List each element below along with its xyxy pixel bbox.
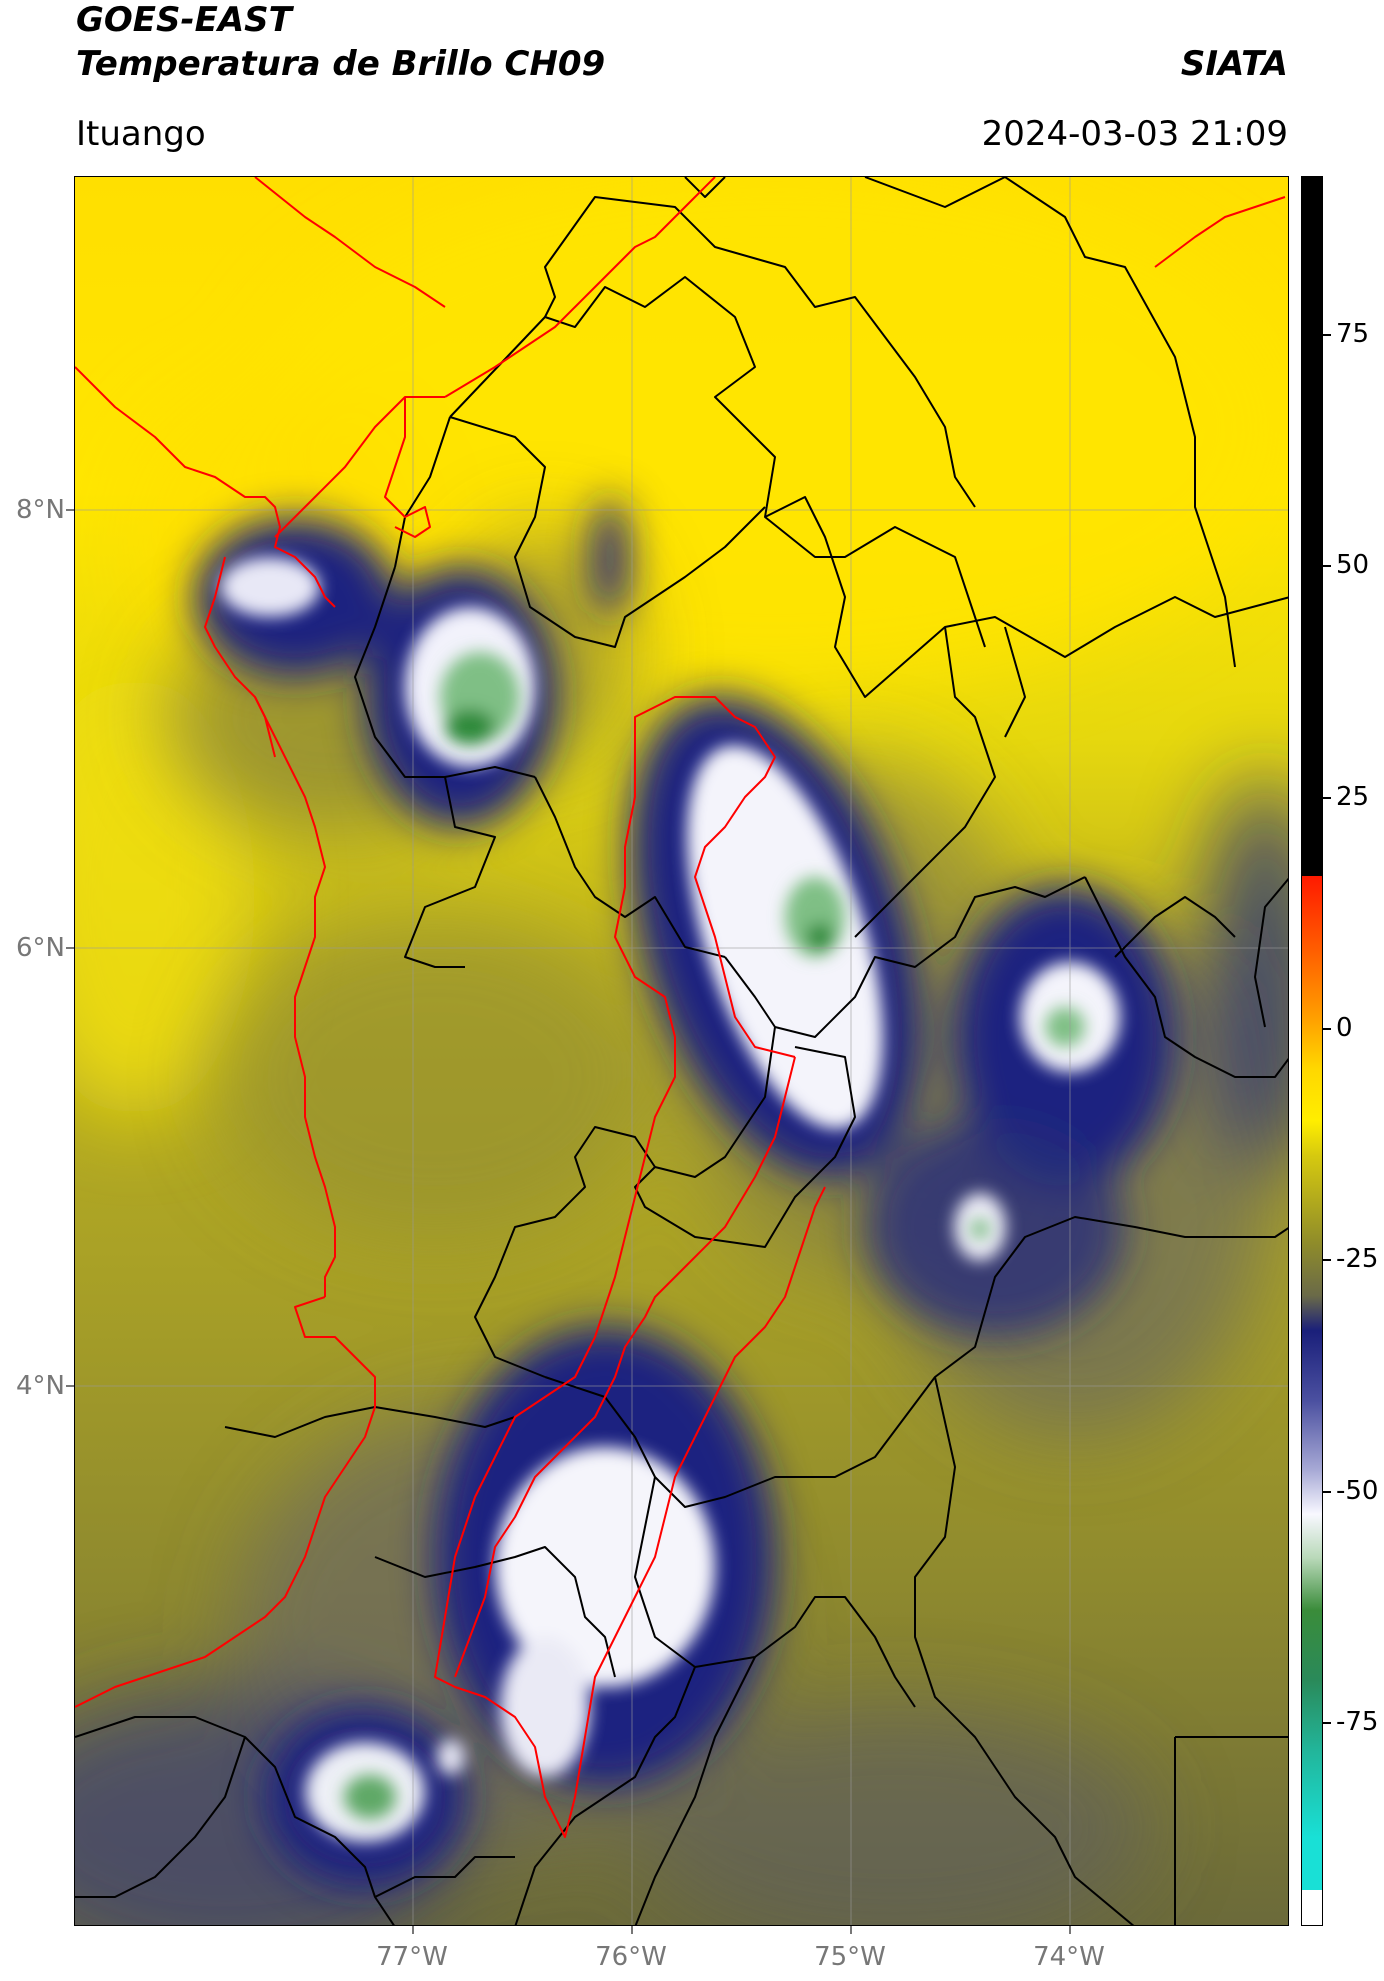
satellite-map[interactable] (74, 176, 1289, 1926)
colorbar (1301, 176, 1323, 1926)
lon-tick (631, 1926, 633, 1934)
gridlines (75, 177, 1288, 1925)
region-borders (75, 177, 1286, 1838)
lon-label: 74°W (1033, 1942, 1105, 1972)
colorbar-label: -25 (1336, 1244, 1379, 1274)
lat-label: 4°N (16, 1371, 65, 1401)
colorbar-label: -50 (1336, 1476, 1379, 1506)
datetime-label: 2024-03-03 21:09 (981, 114, 1288, 154)
lat-tick (66, 509, 74, 511)
lon-label: 76°W (595, 1942, 667, 1972)
lon-tick (850, 1926, 852, 1934)
colorbar-label: 0 (1336, 1013, 1353, 1043)
cold-cloud-cells (195, 497, 1175, 1887)
lon-label: 75°W (814, 1942, 886, 1972)
colorbar-tick (1323, 334, 1331, 336)
colorbar-tick (1323, 1491, 1331, 1493)
colorbar-tick (1323, 1028, 1331, 1030)
location-label: Ituango (76, 114, 206, 154)
lat-tick (66, 1385, 74, 1387)
title-line-1: GOES-EAST (76, 0, 292, 40)
colorbar-label: 50 (1336, 550, 1370, 580)
lon-tick (1069, 1926, 1071, 1934)
lon-tick (412, 1926, 414, 1934)
map-canvas (75, 177, 1288, 1925)
department-borders (75, 177, 1288, 1925)
colorbar-tick (1323, 797, 1331, 799)
colorbar-tick (1323, 565, 1331, 567)
colorbar-tick (1323, 1722, 1331, 1724)
lat-label: 8°N (16, 495, 65, 525)
colorbar-label: 25 (1336, 782, 1370, 812)
colorbar-tick (1323, 1259, 1331, 1261)
lat-tick (66, 947, 74, 949)
lat-label: 6°N (16, 933, 65, 963)
colorbar-label: -75 (1336, 1707, 1379, 1737)
title-line-2: Temperatura de Brillo CH09 (76, 44, 606, 84)
agency-label: SIATA (1180, 44, 1288, 84)
lon-label: 77°W (376, 1942, 448, 1972)
colorbar-label: 75 (1336, 319, 1370, 349)
